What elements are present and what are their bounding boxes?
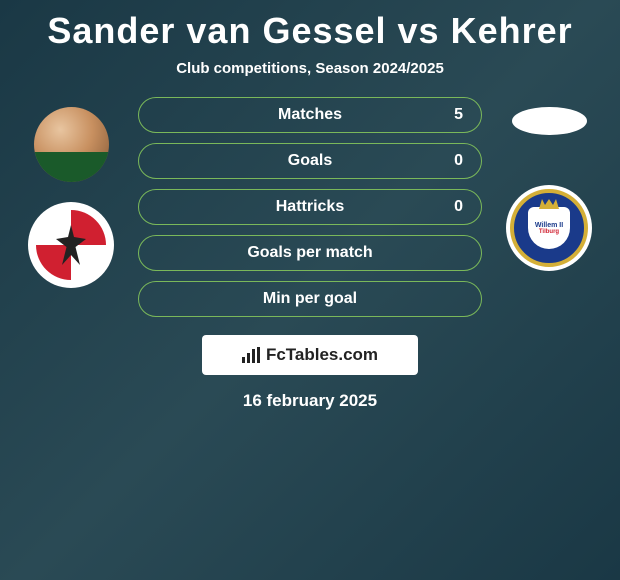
stat-label: Goals [288,152,332,170]
page-title: Sander van Gessel vs Kehrer [0,0,620,52]
right-player-column: Willem II Tilburg [494,97,604,317]
stat-label: Hattricks [276,198,344,216]
left-player-avatar [34,107,109,182]
stat-row-hattricks: Hattricks 0 [138,189,482,225]
right-player-avatar [512,107,587,135]
stat-right-value: 5 [454,106,463,124]
stat-label: Min per goal [263,290,357,308]
willem-logo-icon: Willem II Tilburg [510,189,588,267]
willem-label-bottom: Tilburg [539,229,559,235]
crown-icon [539,199,559,209]
willem-shield-icon: Willem II Tilburg [528,207,570,249]
sparta-logo-icon [36,210,106,280]
stat-row-goals: Goals 0 [138,143,482,179]
bar-chart-icon [242,347,260,363]
stat-row-matches: Matches 5 [138,97,482,133]
footer-date: 16 february 2025 [0,391,620,411]
left-player-column [16,97,126,317]
stat-label: Goals per match [247,244,372,262]
page-subtitle: Club competitions, Season 2024/2025 [0,60,620,77]
stat-row-min-per-goal: Min per goal [138,281,482,317]
stat-label: Matches [278,106,342,124]
comparison-content: Matches 5 Goals 0 Hattricks 0 Goals per … [0,97,620,317]
stat-right-value: 0 [454,198,463,216]
willem-label-top: Willem II [535,222,563,229]
stat-row-goals-per-match: Goals per match [138,235,482,271]
footer-brand-text: FcTables.com [266,345,378,365]
stats-column: Matches 5 Goals 0 Hattricks 0 Goals per … [138,97,482,317]
left-club-badge [28,202,114,288]
stat-right-value: 0 [454,152,463,170]
footer-brand: FcTables.com [202,335,418,375]
right-club-badge: Willem II Tilburg [506,185,592,271]
